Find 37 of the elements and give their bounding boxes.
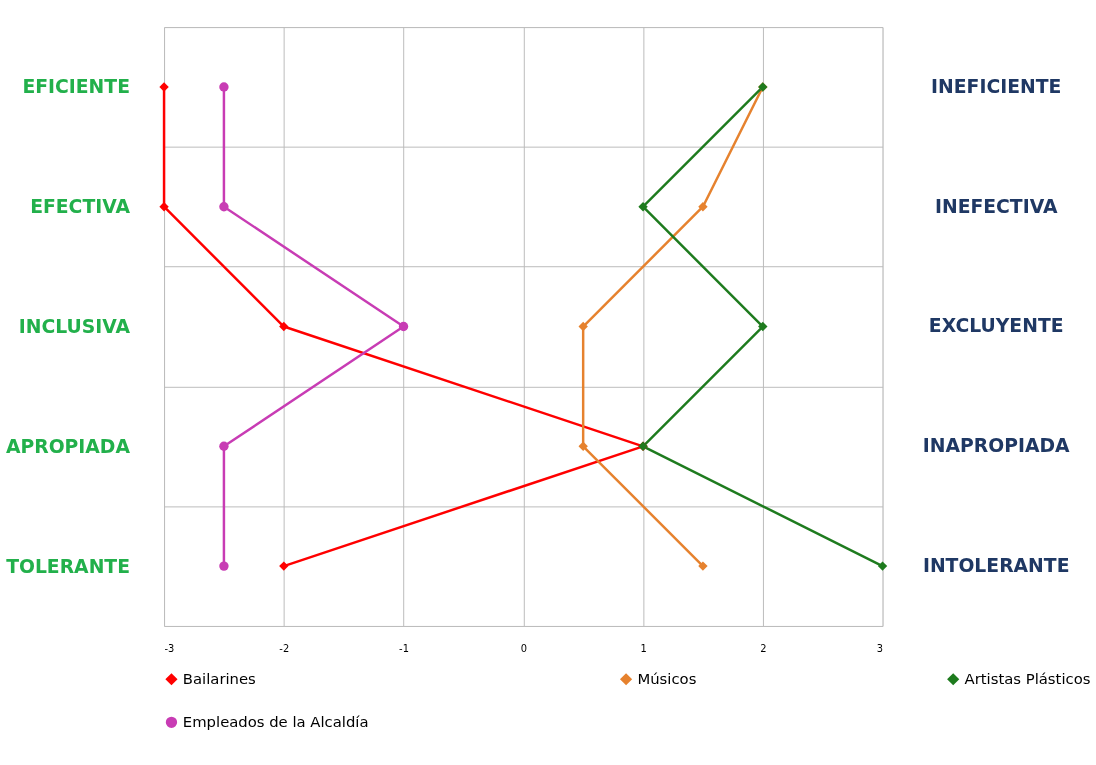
legend-label: Bailarines <box>182 670 256 688</box>
point <box>279 321 289 332</box>
y2-tick-label: INEFICIENTE <box>931 75 1062 97</box>
point <box>219 82 229 92</box>
y-tick-label: INCLUSIVA <box>18 315 131 337</box>
y2-tick-label: EXCLUYENTE <box>928 315 1064 337</box>
y-tick-label: EFECTIVA <box>30 196 131 218</box>
point <box>638 202 648 212</box>
point <box>219 561 229 571</box>
point <box>398 321 409 332</box>
y2-tick-label: INAPROPIADA <box>922 435 1071 457</box>
point <box>159 202 169 212</box>
y-tick-label: TOLERANTE <box>6 555 130 577</box>
point <box>578 321 588 332</box>
y-tick-label: EFICIENTE <box>22 76 130 98</box>
point <box>279 561 289 571</box>
x-tick-label: -3 <box>164 643 175 655</box>
x-tick-label: 3 <box>876 643 884 655</box>
point <box>219 441 229 451</box>
y2-tick-label: INEFECTIVA <box>934 195 1058 217</box>
point <box>877 561 888 571</box>
x-tick-label: -2 <box>279 643 290 655</box>
legend-label: Artistas Plásticos <box>964 670 1091 688</box>
point <box>219 202 229 212</box>
x-tick-label: 1 <box>640 643 647 655</box>
legend-label: Empleados de la Alcaldía <box>182 713 369 731</box>
x-tick-label: 0 <box>520 643 527 655</box>
legend-label: Músicos <box>637 670 697 688</box>
x-tick-label: 2 <box>760 643 767 655</box>
point <box>698 202 708 212</box>
point <box>758 321 768 332</box>
y-tick-label: APROPIADA <box>5 435 131 457</box>
y2-tick-label: INTOLERANTE <box>922 555 1070 577</box>
point <box>578 441 588 451</box>
point <box>159 82 169 92</box>
point <box>698 561 708 571</box>
x-tick-label: -1 <box>399 643 409 655</box>
